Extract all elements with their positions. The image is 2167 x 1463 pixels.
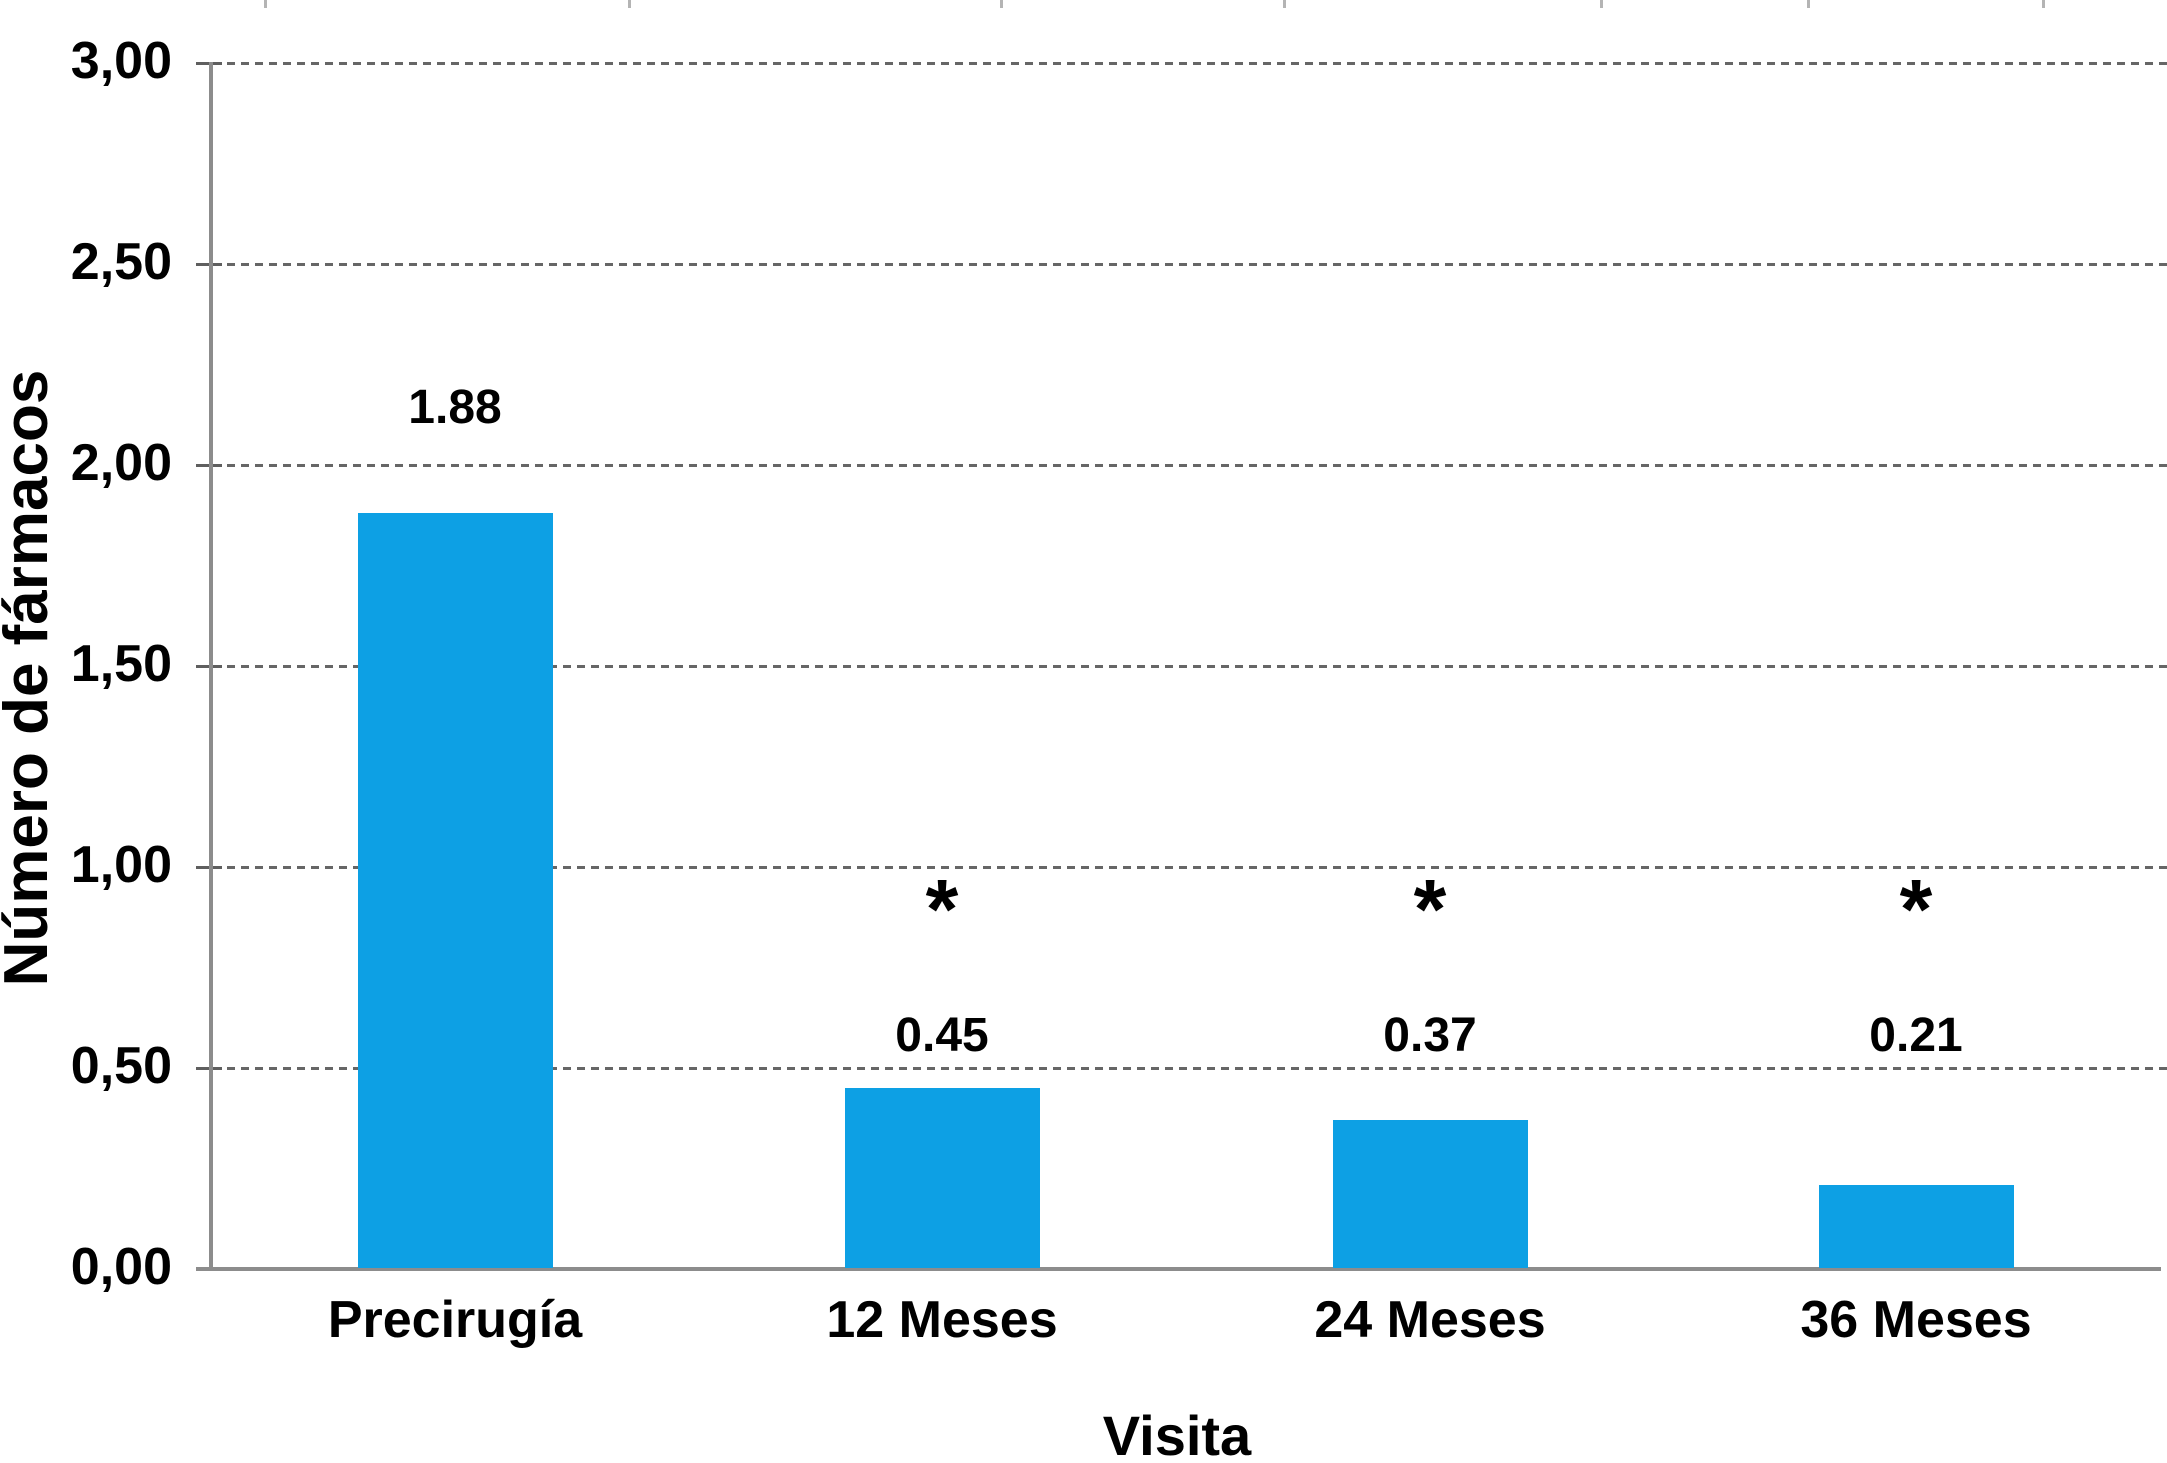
bar-value-label: 0.45: [895, 1009, 989, 1062]
y-gridline: [213, 464, 2167, 467]
significance-asterisk: *: [1413, 862, 1447, 956]
significance-asterisk: *: [1899, 862, 1933, 956]
y-tick-label: 1,00: [70, 836, 172, 894]
y-gridline: [213, 62, 2167, 65]
y-gridline: [213, 1067, 2167, 1070]
top-tick-mark: [1807, 0, 1810, 8]
top-tick-mark: [628, 0, 631, 8]
y-tick-label: 0,00: [70, 1238, 172, 1296]
y-tick-label: 3,00: [70, 32, 172, 90]
category-label: 12 Meses: [826, 1291, 1058, 1349]
y-gridline: [213, 866, 2167, 869]
significance-asterisk: *: [925, 862, 959, 956]
y-axis-line: [209, 62, 213, 1271]
top-tick-mark: [1000, 0, 1003, 8]
y-gridline: [213, 263, 2167, 266]
bar-value-label: 1.88: [408, 381, 502, 434]
bar: [844, 1088, 1040, 1268]
category-label: Precirugía: [327, 1291, 583, 1349]
bar: [1818, 1184, 2014, 1268]
top-tick-mark: [264, 0, 267, 8]
bar-value-label: 0.21: [1869, 1009, 1963, 1062]
x-axis-line: [196, 1267, 2161, 1271]
top-tick-mark: [2042, 0, 2045, 8]
y-tick-label: 2,00: [70, 434, 172, 492]
category-label: 36 Meses: [1800, 1291, 2032, 1349]
y-tick-label: 2,50: [70, 233, 172, 291]
x-axis-title: Visita: [1102, 1404, 1252, 1463]
top-tick-mark: [1600, 0, 1603, 8]
bar: [1332, 1120, 1528, 1268]
bar-value-label: 0.37: [1383, 1009, 1477, 1062]
bar: [357, 513, 553, 1268]
top-tick-mark: [1283, 0, 1286, 8]
category-label: 24 Meses: [1314, 1291, 1546, 1349]
y-tick-label: 0,50: [70, 1037, 172, 1095]
y-tick-label: 1,50: [70, 635, 172, 693]
y-gridline: [213, 665, 2167, 668]
